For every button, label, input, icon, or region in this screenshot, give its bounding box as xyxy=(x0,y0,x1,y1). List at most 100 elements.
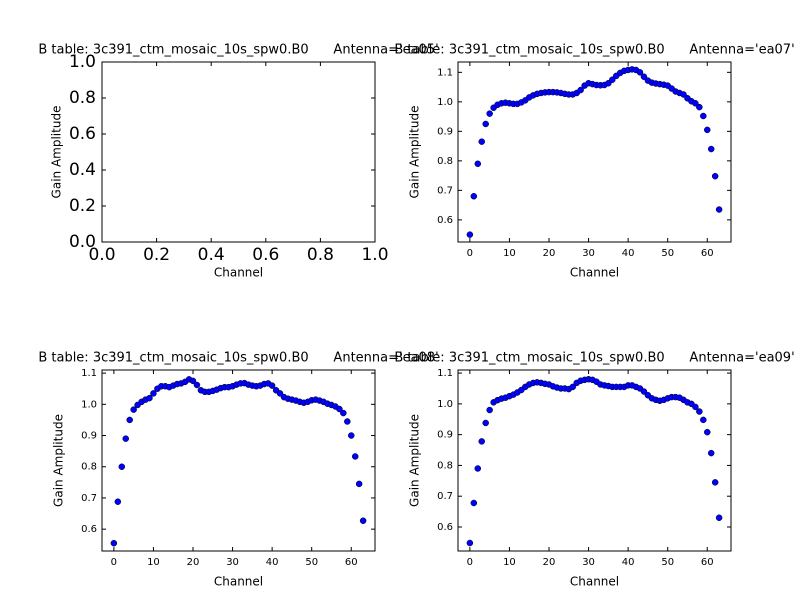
data-point xyxy=(118,463,126,470)
axes-frame xyxy=(102,370,375,551)
data-point xyxy=(569,383,576,391)
y-tick-label: 0.4 xyxy=(69,160,96,180)
data-point xyxy=(336,405,343,413)
x-axis-label: Channel xyxy=(570,575,619,589)
y-tick-label: 0.0 xyxy=(69,232,96,252)
y-tick-label: 0.9 xyxy=(437,430,453,441)
subplot: B table: 3c391_ctm_mosaic_10s_spw0.B0 An… xyxy=(38,351,438,589)
y-tick-label: 0.9 xyxy=(81,431,97,442)
y-tick-label: 0.8 xyxy=(81,462,97,473)
x-tick-label: 0.8 xyxy=(307,245,334,265)
x-tick-label: 40 xyxy=(622,557,635,568)
data-point xyxy=(351,453,359,460)
x-tick-label: 60 xyxy=(701,557,714,568)
data-point xyxy=(640,73,648,81)
data-point xyxy=(189,377,197,385)
data-point xyxy=(466,539,474,547)
data-point xyxy=(146,394,153,402)
axes-border xyxy=(457,61,732,243)
y-tick-label: 0.9 xyxy=(437,126,453,137)
y-tick-label: 0.8 xyxy=(437,156,453,167)
data-point xyxy=(466,231,474,238)
x-tick-label: 40 xyxy=(622,248,635,259)
subplot: B table: 3c391_ctm_mosaic_10s_spw0.B0 An… xyxy=(394,43,794,280)
data-point xyxy=(577,86,584,94)
x-tick-label: 10 xyxy=(503,557,516,568)
x-tick-label: 60 xyxy=(701,248,714,259)
subplot: B table: 3c391_ctm_mosaic_10s_spw0.B0 An… xyxy=(394,351,794,589)
data-point xyxy=(478,438,485,445)
y-tick-label: 1.0 xyxy=(437,399,453,410)
data-point xyxy=(609,76,616,83)
x-tick-label: 30 xyxy=(226,557,239,568)
y-axis-label: Gain Amplitude xyxy=(408,414,422,507)
axes-border xyxy=(457,369,732,552)
data-point xyxy=(636,69,644,76)
x-tick-label: 20 xyxy=(543,248,556,259)
y-tick-label: 0.7 xyxy=(81,493,97,504)
x-tick-label: 20 xyxy=(543,557,556,568)
y-tick-label: 1.1 xyxy=(81,368,97,379)
data-point xyxy=(715,514,723,522)
data-point xyxy=(482,419,489,427)
data-point xyxy=(707,145,715,153)
data-point xyxy=(700,112,707,120)
axes-frame xyxy=(458,62,731,242)
data-point xyxy=(474,160,482,168)
y-axis-label: Gain Amplitude xyxy=(52,414,66,507)
x-tick-label: 50 xyxy=(305,557,318,568)
data-point xyxy=(276,390,284,397)
x-tick-label: 0.2 xyxy=(143,245,170,265)
data-point xyxy=(193,381,201,389)
data-point xyxy=(340,409,347,417)
x-tick-label: 1.0 xyxy=(361,245,388,265)
x-tick-label: 0 xyxy=(111,557,117,568)
data-point xyxy=(126,416,133,424)
y-tick-label: 0.6 xyxy=(69,124,96,144)
y-tick-label: 1.0 xyxy=(69,52,96,72)
data-point xyxy=(696,408,703,415)
data-point xyxy=(486,110,493,117)
x-tick-label: 60 xyxy=(345,557,358,568)
subplot-title: B table: 3c391_ctm_mosaic_10s_spw0.B0 An… xyxy=(38,43,438,58)
data-point xyxy=(470,499,478,507)
axes-frame xyxy=(102,62,375,242)
y-tick-label: 0.6 xyxy=(437,522,453,533)
subplot-title: B table: 3c391_ctm_mosaic_10s_spw0.B0 An… xyxy=(394,43,794,58)
data-point xyxy=(692,100,699,107)
x-tick-label: 0 xyxy=(467,248,473,259)
x-tick-label: 50 xyxy=(661,557,674,568)
x-tick-label: 30 xyxy=(582,248,595,259)
subplot-title: B table: 3c391_ctm_mosaic_10s_spw0.B0 An… xyxy=(394,351,794,366)
data-point xyxy=(711,479,719,486)
x-tick-label: 50 xyxy=(661,248,674,259)
data-point xyxy=(474,465,482,472)
data-point xyxy=(486,406,493,414)
data-point xyxy=(150,390,157,397)
x-tick-label: 10 xyxy=(147,557,160,568)
y-tick-label: 1.0 xyxy=(81,399,97,410)
data-point xyxy=(707,449,715,457)
data-point xyxy=(680,91,687,98)
subplot: B table: 3c391_ctm_mosaic_10s_spw0.B0 An… xyxy=(38,43,438,280)
data-point xyxy=(470,193,478,200)
x-axis-label: Channel xyxy=(570,266,619,280)
y-tick-label: 0.7 xyxy=(437,491,453,502)
data-point xyxy=(348,432,355,439)
x-tick-label: 0.4 xyxy=(198,245,225,265)
data-point xyxy=(715,206,723,213)
data-point xyxy=(692,403,699,411)
data-point xyxy=(268,382,276,389)
data-point xyxy=(700,416,707,424)
x-axis-label: Channel xyxy=(214,575,263,589)
axes-border xyxy=(101,369,376,552)
data-point xyxy=(704,126,711,134)
data-point xyxy=(359,517,367,524)
y-tick-label: 0.8 xyxy=(437,460,453,471)
y-axis-label: Gain Amplitude xyxy=(50,106,64,199)
y-tick-label: 0.2 xyxy=(69,196,96,216)
x-tick-label: 10 xyxy=(503,248,516,259)
data-point xyxy=(355,480,363,488)
data-point xyxy=(696,103,703,111)
